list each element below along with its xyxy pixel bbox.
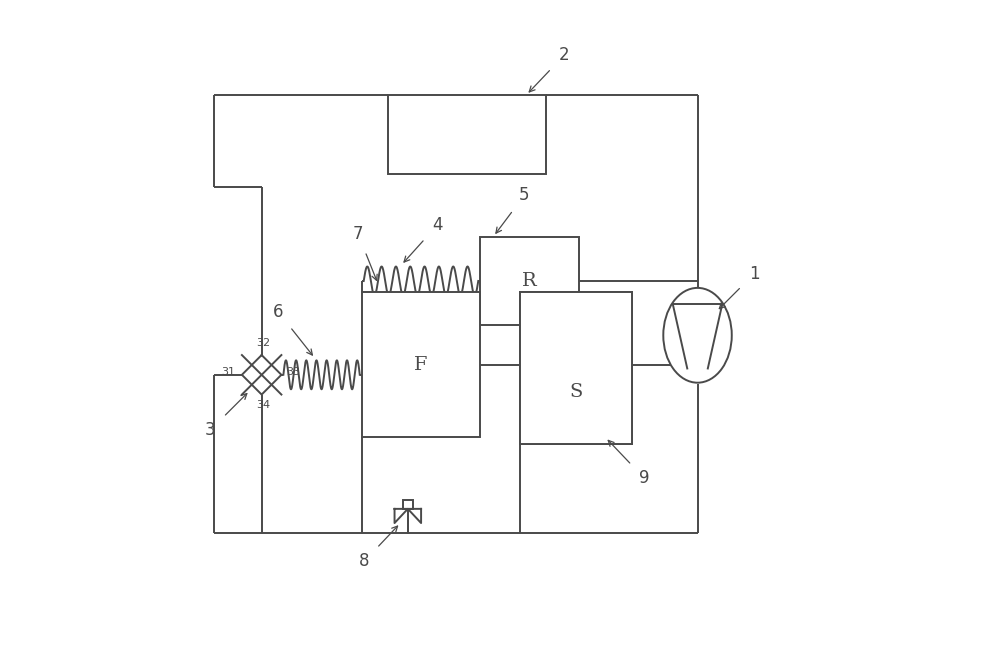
Text: 4: 4 — [432, 216, 443, 234]
Text: 31: 31 — [221, 367, 235, 377]
Text: 33: 33 — [287, 367, 301, 377]
Bar — [480, 236, 579, 325]
Text: F: F — [414, 356, 428, 374]
Bar — [520, 293, 632, 340]
Text: 8: 8 — [359, 552, 369, 570]
Text: 34: 34 — [257, 400, 271, 410]
Polygon shape — [242, 355, 281, 394]
Bar — [362, 293, 480, 438]
Text: R: R — [522, 272, 537, 290]
Text: 2: 2 — [559, 46, 569, 64]
Bar — [388, 95, 546, 174]
Ellipse shape — [663, 288, 732, 382]
Text: 9: 9 — [639, 469, 650, 487]
Text: 7: 7 — [353, 225, 363, 243]
Text: 6: 6 — [273, 303, 284, 321]
Text: S: S — [569, 383, 582, 401]
Text: 1: 1 — [749, 264, 760, 282]
Bar — [520, 293, 632, 444]
Bar — [403, 499, 413, 509]
Bar — [520, 293, 632, 444]
Text: 3: 3 — [205, 421, 216, 439]
Text: 32: 32 — [257, 339, 271, 349]
Text: 5: 5 — [519, 187, 529, 205]
